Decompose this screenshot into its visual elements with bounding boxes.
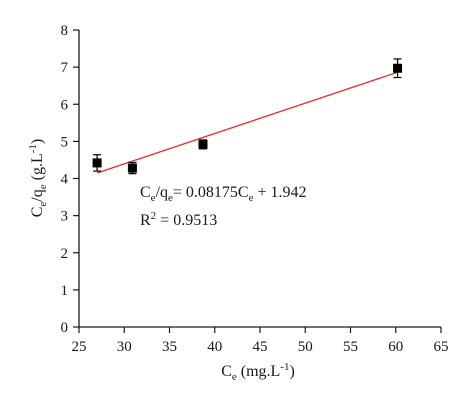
y-tick-label: 8 bbox=[61, 23, 69, 39]
x-axis-title: Ce (mg.L-1) bbox=[221, 361, 295, 383]
y-tick-label: 3 bbox=[61, 209, 69, 225]
fit-equation-annotation: Ce/qe= 0.08175Ce + 1.942 bbox=[140, 184, 307, 204]
y-tick-label: 7 bbox=[61, 60, 69, 76]
x-tick-label: 65 bbox=[434, 339, 449, 355]
series-layer bbox=[92, 58, 403, 175]
y-tick-label: 5 bbox=[61, 134, 69, 150]
y-axis-title: Ce/qe (g.L-1) bbox=[27, 139, 49, 218]
axes bbox=[78, 30, 441, 328]
y-tick-label: 0 bbox=[61, 320, 69, 336]
x-tick-label: 50 bbox=[298, 339, 313, 355]
x-tick-label: 25 bbox=[72, 339, 87, 355]
data-point bbox=[198, 139, 208, 149]
x-tick-label: 60 bbox=[388, 339, 403, 355]
x-tick-label: 40 bbox=[207, 339, 222, 355]
y-tick-label: 1 bbox=[61, 283, 69, 299]
x-tick-label: 45 bbox=[253, 339, 268, 355]
y-tick-label: 4 bbox=[61, 172, 69, 188]
data-point bbox=[127, 163, 137, 173]
y-tick-label: 6 bbox=[61, 97, 69, 113]
x-tick-label: 30 bbox=[117, 339, 132, 355]
y-tick-label: 2 bbox=[61, 246, 69, 262]
data-point bbox=[393, 63, 403, 73]
x-tick-label: 35 bbox=[162, 339, 177, 355]
y-axis-ticks: 0 1 2 3 4 5 6 7 8 bbox=[61, 23, 79, 336]
r-squared-annotation: R2 = 0.9513 bbox=[140, 210, 217, 229]
data-point bbox=[92, 158, 102, 168]
regression-line bbox=[96, 71, 398, 174]
x-tick-label: 55 bbox=[343, 339, 358, 355]
x-axis-ticks: 25 30 35 40 45 50 55 60 65 bbox=[72, 327, 449, 355]
